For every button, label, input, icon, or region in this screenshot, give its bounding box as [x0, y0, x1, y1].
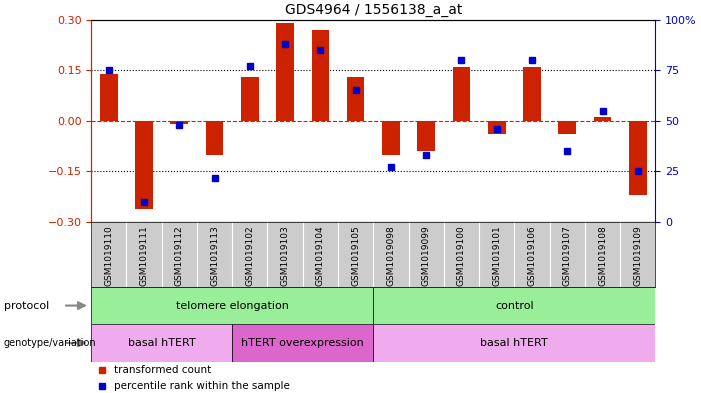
Bar — [523, 67, 540, 121]
Text: GSM1019104: GSM1019104 — [316, 225, 325, 286]
Bar — [232, 324, 374, 362]
Text: basal hTERT: basal hTERT — [480, 338, 548, 348]
Bar — [488, 121, 505, 134]
Text: GSM1019099: GSM1019099 — [422, 225, 430, 286]
Bar — [170, 121, 188, 124]
Bar — [382, 121, 400, 154]
Bar — [276, 23, 294, 121]
Text: GSM1019110: GSM1019110 — [104, 225, 114, 286]
Text: GSM1019106: GSM1019106 — [527, 225, 536, 286]
Bar — [374, 324, 655, 362]
Title: GDS4964 / 1556138_a_at: GDS4964 / 1556138_a_at — [285, 3, 462, 17]
Text: basal hTERT: basal hTERT — [128, 338, 196, 348]
Text: GSM1019098: GSM1019098 — [386, 225, 395, 286]
Text: genotype/variation: genotype/variation — [4, 338, 96, 348]
Text: GSM1019102: GSM1019102 — [245, 225, 254, 286]
Text: GSM1019112: GSM1019112 — [175, 225, 184, 286]
Text: GSM1019108: GSM1019108 — [598, 225, 607, 286]
Bar — [559, 121, 576, 134]
Text: GSM1019103: GSM1019103 — [280, 225, 290, 286]
Text: GSM1019101: GSM1019101 — [492, 225, 501, 286]
Bar — [594, 118, 611, 121]
Text: GSM1019111: GSM1019111 — [139, 225, 149, 286]
Text: control: control — [495, 301, 533, 310]
Text: GSM1019113: GSM1019113 — [210, 225, 219, 286]
Bar — [91, 287, 374, 324]
Text: GSM1019107: GSM1019107 — [563, 225, 572, 286]
Bar — [629, 121, 646, 195]
Bar — [91, 324, 232, 362]
Text: telomere elongation: telomere elongation — [176, 301, 289, 310]
Text: transformed count: transformed count — [114, 365, 211, 375]
Text: GSM1019105: GSM1019105 — [351, 225, 360, 286]
Bar — [374, 287, 655, 324]
Text: GSM1019109: GSM1019109 — [633, 225, 642, 286]
Bar — [100, 73, 118, 121]
Text: GSM1019100: GSM1019100 — [457, 225, 466, 286]
Bar — [311, 30, 329, 121]
Text: hTERT overexpression: hTERT overexpression — [241, 338, 364, 348]
Text: percentile rank within the sample: percentile rank within the sample — [114, 381, 290, 391]
Bar — [206, 121, 224, 154]
Bar — [417, 121, 435, 151]
Bar — [135, 121, 153, 209]
Bar — [453, 67, 470, 121]
Text: protocol: protocol — [4, 301, 49, 310]
Bar — [347, 77, 365, 121]
Bar — [241, 77, 259, 121]
